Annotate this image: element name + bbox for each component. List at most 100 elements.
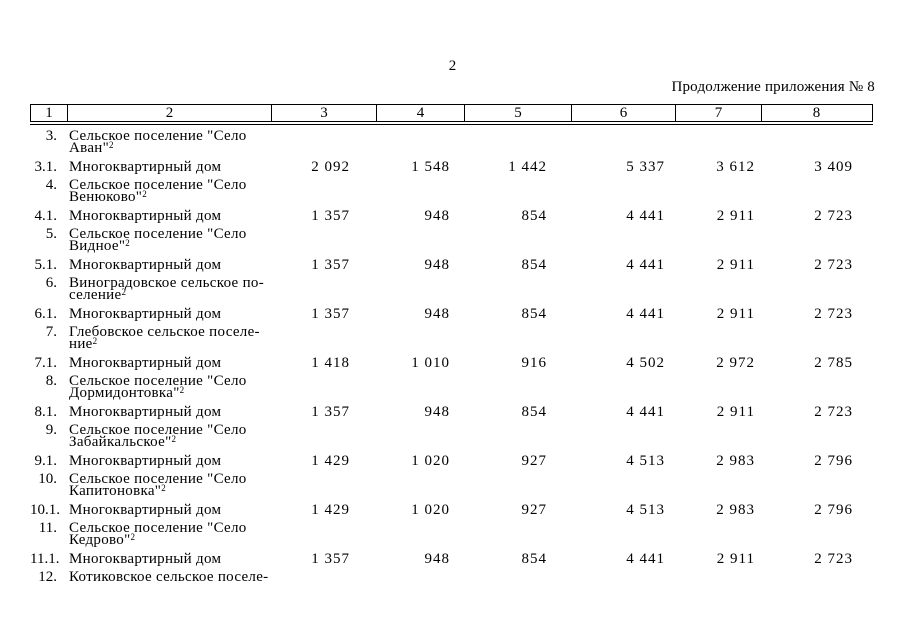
value-cell: 2 911: [716, 208, 755, 224]
value-cell: 4 513: [626, 502, 665, 518]
row-name: Сельское поселение "Село Кедрово"2: [69, 520, 247, 548]
row-name: Многоквартирный дом: [69, 159, 222, 175]
value-cell: [573, 179, 677, 204]
value-cell: [573, 522, 677, 547]
table-row: 10.1. Многоквартирный дом 1 429 1 020 927 4 5…: [30, 502, 873, 518]
value-cell: 1 357: [311, 404, 350, 420]
footnote-marker: 2: [142, 189, 147, 199]
value-cell: 2 723: [814, 551, 853, 567]
value-cell: [677, 473, 763, 498]
value-cell: 1 442: [508, 159, 547, 175]
table-body: 3. Сельское поселение "Село Аван"2 3.1. Мног…: [30, 125, 873, 585]
value-cell: [677, 130, 763, 155]
value-cell: [273, 130, 378, 155]
row-number: 8.1.: [34, 404, 58, 420]
row-name: Сельское поселение "Село Забайкальское"2: [69, 422, 247, 450]
table-row: 10. Сельское поселение "Село Капитоновка"2: [30, 471, 873, 499]
value-cell: [273, 277, 378, 302]
row-number: 6.1.: [34, 306, 58, 322]
table-row: 8.1. Многоквартирный дом 1 357 948 854 4 441 2…: [30, 404, 873, 420]
row-number: 3.: [45, 128, 57, 144]
row-name: Многоквартирный дом: [69, 453, 222, 469]
footnote-marker: 2: [109, 140, 114, 150]
value-cell: [466, 571, 573, 583]
header-cell-1: 1: [31, 105, 68, 121]
value-cell: 2 911: [716, 551, 755, 567]
header-underline: [30, 124, 873, 125]
value-cell: [378, 179, 466, 204]
value-cell: [677, 424, 763, 449]
value-cell: [466, 326, 573, 351]
value-cell: [273, 326, 378, 351]
value-cell: [677, 228, 763, 253]
value-cell: [466, 130, 573, 155]
value-cell: [466, 277, 573, 302]
value-cell: [273, 228, 378, 253]
table-row: 7.1. Многоквартирный дом 1 418 1 010 916 4 50…: [30, 355, 873, 371]
value-cell: 948: [424, 208, 450, 224]
value-cell: 854: [521, 404, 547, 420]
value-cell: [466, 179, 573, 204]
value-cell: [763, 228, 873, 253]
table-row: 6.1. Многоквартирный дом 1 357 948 854 4 441 2…: [30, 306, 873, 322]
row-number: 5.1.: [34, 257, 58, 273]
value-cell: [378, 571, 466, 583]
footnote-marker: 2: [121, 287, 126, 297]
row-number: 3.1.: [34, 159, 58, 175]
value-cell: [677, 326, 763, 351]
header-cell-5: 5: [465, 105, 572, 121]
table-row: 9. Сельское поселение "Село Забайкальское"…: [30, 422, 873, 450]
value-cell: [378, 375, 466, 400]
value-cell: [273, 179, 378, 204]
value-cell: 2 723: [814, 404, 853, 420]
value-cell: 1 429: [311, 502, 350, 518]
value-cell: [378, 473, 466, 498]
row-name: Виноградовское сельское по-селение2: [69, 275, 264, 303]
value-cell: [273, 571, 378, 583]
value-cell: [677, 277, 763, 302]
value-cell: 948: [424, 306, 450, 322]
value-cell: 3 612: [716, 159, 755, 175]
value-cell: [573, 571, 677, 583]
row-number: 5.: [45, 226, 57, 242]
row-number: 7.1.: [34, 355, 58, 371]
row-name: Сельское поселение "Село Капитоновка"2: [69, 471, 247, 499]
row-name: Котиковское сельское поселе-: [69, 569, 269, 585]
value-cell: 1 418: [311, 355, 350, 371]
value-cell: 2 723: [814, 306, 853, 322]
value-cell: 4 441: [626, 306, 665, 322]
table-row: 3. Сельское поселение "Село Аван"2: [30, 128, 873, 156]
value-cell: [677, 571, 763, 583]
table-row: 11. Сельское поселение "Село Кедрово"2: [30, 520, 873, 548]
header-cell-6: 6: [572, 105, 676, 121]
value-cell: [466, 522, 573, 547]
header-cell-4: 4: [377, 105, 465, 121]
value-cell: [763, 571, 873, 583]
value-cell: [466, 375, 573, 400]
value-cell: [573, 424, 677, 449]
value-cell: 2 723: [814, 257, 853, 273]
value-cell: 1 020: [411, 453, 450, 469]
row-name: Сельское поселение "Село Аван"2: [69, 128, 247, 156]
value-cell: 916: [521, 355, 547, 371]
value-cell: [273, 522, 378, 547]
table-row: 5. Сельское поселение "Село Видное"2: [30, 226, 873, 254]
value-cell: [466, 424, 573, 449]
value-cell: 5 337: [626, 159, 665, 175]
footnote-marker: 2: [161, 483, 166, 493]
value-cell: 4 441: [626, 257, 665, 273]
value-cell: [273, 473, 378, 498]
header-cell-3: 3: [272, 105, 377, 121]
value-cell: 1 548: [411, 159, 450, 175]
value-cell: [466, 473, 573, 498]
row-name: Сельское поселение "Село Венюково"2: [69, 177, 247, 205]
value-cell: 2 983: [716, 453, 755, 469]
row-name: Глебовское сельское поселе-ние2: [69, 324, 260, 352]
table-row: 8. Сельское поселение "Село Дормидонтовка"…: [30, 374, 873, 401]
value-cell: 2 911: [716, 404, 755, 420]
value-cell: [763, 375, 873, 400]
page-number: 2: [448, 58, 457, 74]
value-cell: [573, 277, 677, 302]
